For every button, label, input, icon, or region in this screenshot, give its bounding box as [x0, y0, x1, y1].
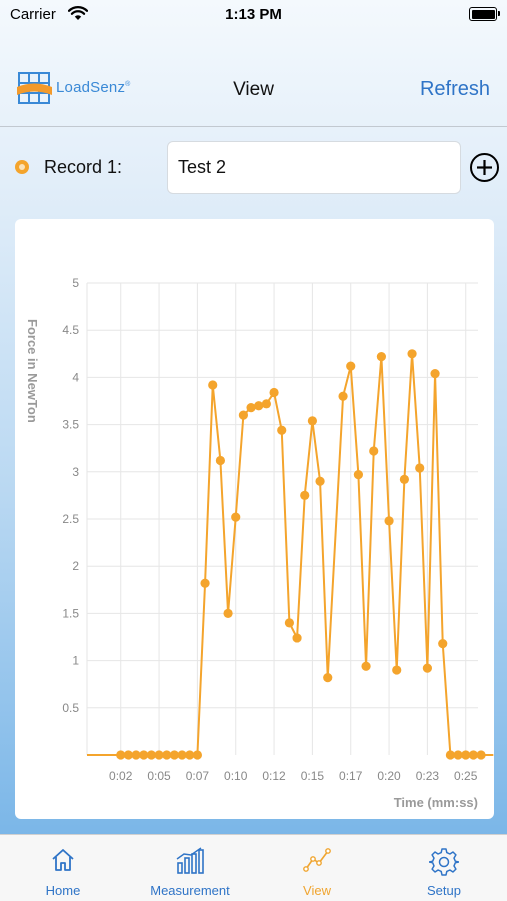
y-tick-label: 2 — [72, 559, 79, 573]
data-point — [277, 426, 286, 435]
force-chart: 5 4.5 4 3.5 3 2.5 2 1.5 1 0.5 0:02 0:05 0:07 0:10 0:12… — [15, 219, 494, 819]
x-tick-label: 0:12 — [262, 769, 286, 783]
data-point — [407, 349, 416, 358]
tab-setup-label: Setup — [381, 883, 507, 898]
tab-home-label: Home — [0, 883, 126, 898]
x-tick-label: 0:07 — [186, 769, 210, 783]
series-line — [87, 354, 493, 755]
y-tick-label: 1.5 — [62, 606, 79, 620]
house-icon — [50, 847, 76, 873]
data-point — [254, 401, 263, 410]
x-tick-label: 0:05 — [147, 769, 171, 783]
x-tick-label: 0:17 — [339, 769, 363, 783]
data-point — [285, 618, 294, 627]
y-tick-label: 1 — [72, 654, 79, 668]
add-record-button[interactable] — [469, 152, 500, 183]
x-tick-label: 0:23 — [416, 769, 440, 783]
record-name-input[interactable] — [167, 141, 461, 194]
data-point — [208, 380, 217, 389]
y-tick-label: 4.5 — [62, 323, 79, 337]
data-point — [216, 456, 225, 465]
x-tick-label: 0:15 — [301, 769, 325, 783]
y-tick-label: 0.5 — [62, 701, 79, 715]
data-point — [438, 639, 447, 648]
tab-bar: Home Measurement View Setup — [0, 834, 507, 901]
chart-card: 5 4.5 4 3.5 3 2.5 2 1.5 1 0.5 0:02 0:05 0:07 0:10 0:12… — [15, 219, 494, 819]
data-point — [315, 477, 324, 486]
tab-measurement-label: Measurement — [127, 883, 253, 898]
bar-chart-icon — [175, 847, 205, 875]
y-axis-label: Force in NewTon — [25, 319, 40, 423]
clock: 1:13 PM — [0, 6, 507, 23]
tab-view-label: View — [254, 883, 380, 898]
data-point — [384, 516, 393, 525]
data-point — [400, 475, 409, 484]
record-label: Record 1: — [44, 157, 122, 178]
tab-setup[interactable]: Setup — [381, 835, 507, 901]
tab-measurement[interactable]: Measurement — [127, 835, 253, 901]
data-point — [200, 579, 209, 588]
data-point — [338, 392, 347, 401]
x-tick-label: 0:10 — [224, 769, 248, 783]
data-point — [246, 403, 255, 412]
data-point — [193, 750, 202, 759]
line-chart-icon — [303, 847, 331, 873]
gear-icon — [429, 847, 459, 877]
data-point — [262, 399, 271, 408]
tab-home[interactable]: Home — [0, 835, 126, 901]
y-tick-label: 3 — [72, 465, 79, 479]
x-tick-label: 0:25 — [454, 769, 478, 783]
data-point — [423, 664, 432, 673]
data-point — [415, 463, 424, 472]
data-point — [239, 411, 248, 420]
data-point — [354, 470, 363, 479]
y-tick-label: 2.5 — [62, 512, 79, 526]
data-point — [476, 750, 485, 759]
status-bar: Carrier 1:13 PM — [0, 0, 507, 32]
data-point — [361, 662, 370, 671]
data-point — [300, 491, 309, 500]
data-point — [323, 673, 332, 682]
y-tick-label: 4 — [72, 370, 79, 384]
y-tick-label: 3.5 — [62, 418, 79, 432]
data-point — [292, 633, 301, 642]
data-point — [308, 416, 317, 425]
refresh-button[interactable]: Refresh — [420, 78, 490, 101]
y-tick-label: 5 — [72, 276, 79, 290]
data-point — [269, 388, 278, 397]
data-point — [231, 513, 240, 522]
tab-view[interactable]: View — [254, 835, 380, 901]
battery-icon — [469, 7, 497, 21]
data-point — [392, 665, 401, 674]
nav-bar: LoadSenz® View Refresh — [0, 50, 507, 127]
data-point — [223, 609, 232, 618]
x-axis-label: Time (mm:ss) — [394, 795, 478, 810]
data-point — [430, 369, 439, 378]
data-point — [377, 352, 386, 361]
x-tick-label: 0:02 — [109, 769, 133, 783]
data-point — [346, 361, 355, 370]
record-indicator — [15, 160, 29, 174]
data-point — [369, 446, 378, 455]
x-tick-label: 0:20 — [377, 769, 401, 783]
